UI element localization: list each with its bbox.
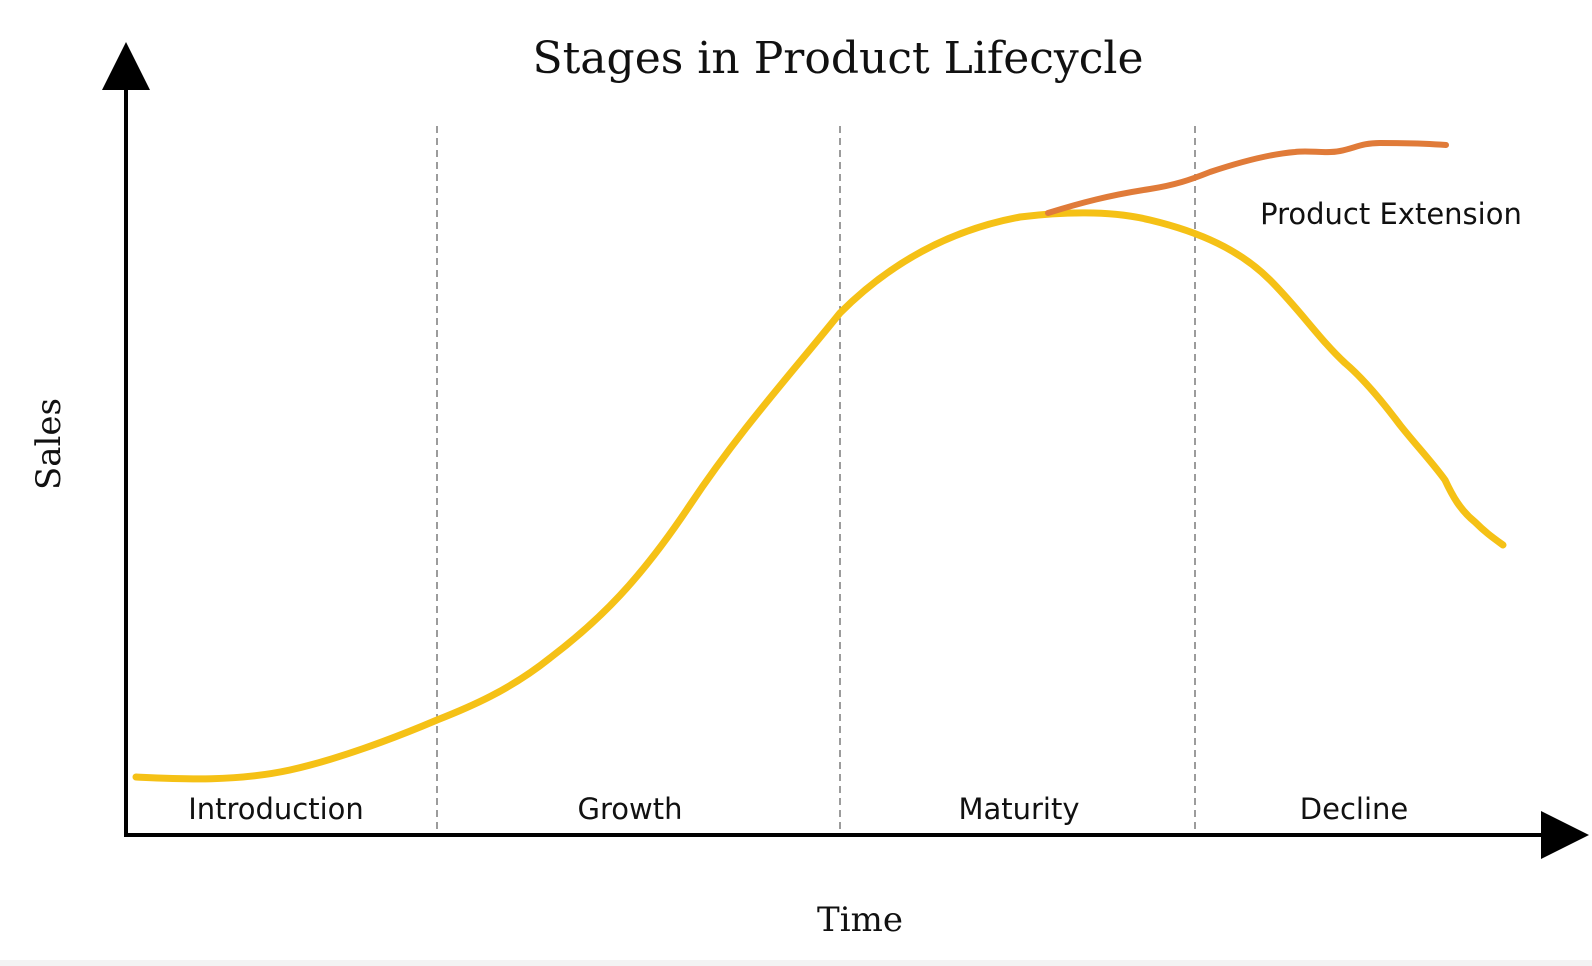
lifecycle-curve [132,209,1507,783]
stage-label-decline: Decline [1300,792,1408,826]
product-extension-label: Product Extension [1260,197,1522,231]
stage-label-introduction: Introduction [188,792,364,826]
chart-title: Stages in Product Lifecycle [532,33,1143,84]
stage-label-growth: Growth [578,792,683,826]
product-extension-curve [1045,140,1449,216]
x-axis-label: Time [817,900,903,940]
y-axis-label: Sales [29,398,69,490]
stage-label-maturity: Maturity [958,792,1079,826]
bottom-border-strip [0,960,1592,966]
